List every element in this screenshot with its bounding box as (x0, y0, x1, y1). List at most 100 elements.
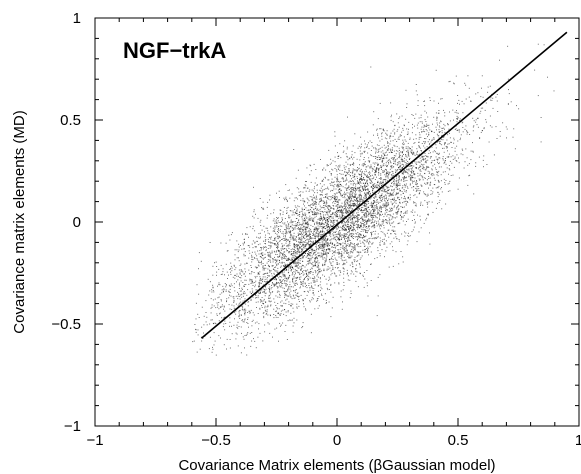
scatter-point (267, 252, 269, 254)
scatter-point (257, 244, 259, 246)
scatter-point (386, 246, 388, 248)
scatter-point (390, 222, 392, 224)
scatter-point (379, 190, 381, 192)
scatter-point (388, 229, 390, 231)
scatter-point (343, 206, 345, 207)
scatter-point (357, 204, 359, 206)
scatter-point (335, 214, 336, 216)
scatter-point (287, 269, 289, 271)
scatter-point (286, 199, 288, 201)
scatter-point (425, 129, 427, 130)
scatter-point (304, 233, 306, 235)
scatter-point (203, 324, 205, 326)
scatter-point (309, 244, 311, 246)
scatter-point (286, 339, 288, 340)
scatter-point (276, 221, 278, 223)
scatter-point (435, 112, 437, 114)
scatter-point (307, 219, 309, 221)
scatter-point (357, 201, 359, 202)
scatter-point (265, 250, 267, 252)
scatter-point (425, 138, 427, 140)
scatter-point (292, 277, 294, 279)
scatter-point (244, 311, 246, 313)
scatter-point (234, 274, 236, 276)
scatter-point (339, 143, 341, 145)
scatter-point (278, 277, 280, 279)
scatter-point (295, 294, 297, 296)
scatter-point (254, 241, 256, 243)
scatter-point (345, 174, 347, 176)
scatter-point (396, 192, 398, 194)
scatter-point (268, 265, 270, 267)
scatter-point (239, 310, 241, 312)
scatter-point (336, 174, 338, 176)
scatter-point (334, 257, 336, 259)
scatter-point (283, 290, 285, 292)
plot-frame (94, 17, 580, 427)
scatter-point (334, 195, 336, 197)
scatter-point (372, 225, 374, 227)
scatter-point (309, 250, 311, 251)
scatter-point (279, 237, 281, 239)
scatter-point (459, 139, 461, 141)
scatter-point (456, 145, 458, 147)
scatter-point (333, 197, 335, 199)
scatter-point (341, 207, 343, 209)
scatter-point (317, 247, 319, 249)
scatter-point (251, 321, 253, 322)
scatter-point (299, 242, 301, 244)
scatter-point (214, 298, 216, 300)
scatter-point (349, 200, 351, 202)
scatter-point (356, 216, 358, 218)
scatter-point (326, 207, 328, 209)
scatter-point (351, 191, 353, 193)
scatter-point (306, 260, 308, 262)
scatter-point (380, 196, 382, 198)
scatter-point (305, 234, 307, 235)
scatter-point (368, 254, 369, 256)
scatter-point (292, 253, 294, 255)
scatter-point (303, 270, 305, 271)
scatter-point (290, 303, 292, 305)
scatter-point (279, 286, 281, 288)
scatter-point (427, 155, 429, 157)
scatter-point (363, 198, 365, 200)
scatter-point (337, 245, 338, 246)
scatter-point (233, 286, 235, 288)
scatter-point (307, 235, 308, 237)
scatter-point (359, 195, 361, 196)
scatter-point (346, 177, 347, 179)
scatter-point (290, 296, 292, 298)
scatter-point (303, 306, 305, 308)
scatter-point (277, 267, 279, 269)
scatter-point (231, 333, 233, 335)
scatter-point (398, 178, 400, 180)
scatter-point (334, 145, 336, 147)
scatter-point (399, 201, 401, 203)
scatter-point (250, 345, 252, 347)
scatter-point (345, 244, 347, 246)
scatter-point (326, 235, 328, 237)
scatter-point (323, 270, 325, 272)
scatter-point (421, 177, 423, 179)
scatter-point (342, 226, 344, 227)
scatter-point (307, 198, 309, 200)
scatter-point (425, 183, 427, 185)
scatter-point (294, 260, 296, 262)
scatter-point (388, 221, 390, 223)
scatter-point (403, 176, 405, 178)
scatter-point (344, 242, 346, 244)
scatter-point (357, 251, 359, 253)
scatter-point (421, 185, 423, 187)
scatter-point (435, 156, 437, 158)
scatter-point (325, 235, 327, 237)
scatter-point (294, 238, 296, 240)
scatter-point (378, 213, 380, 215)
scatter-point (495, 126, 497, 128)
scatter-point (264, 295, 266, 297)
scatter-point (396, 176, 398, 178)
scatter-point (252, 319, 254, 321)
scatter-point (429, 182, 431, 184)
scatter-point (367, 176, 369, 178)
scatter-point (288, 217, 290, 219)
